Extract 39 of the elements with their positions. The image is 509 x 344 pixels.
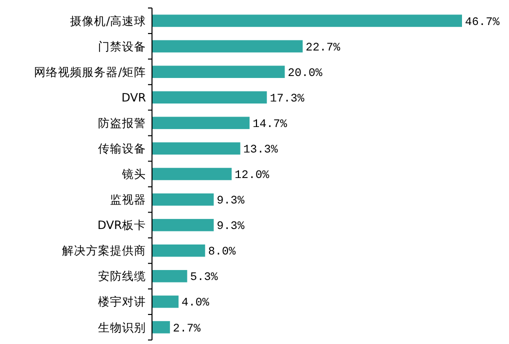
bar xyxy=(152,168,232,180)
data-label: 22.7% xyxy=(306,41,340,54)
data-label: 2.7% xyxy=(172,322,201,336)
y-tick-label: 传输设备 xyxy=(98,141,146,156)
y-tick-label: 摄像机/高速球 xyxy=(70,14,146,28)
data-label: 9.3% xyxy=(216,220,244,234)
bar xyxy=(152,193,214,206)
y-tick-label: 解决方案提供商 xyxy=(62,244,146,258)
data-label: 46.7% xyxy=(465,16,500,29)
bar xyxy=(152,270,188,282)
y-tick-label: 网络视频服务器/矩阵 xyxy=(34,64,146,79)
y-tick-label: DVR板卡 xyxy=(97,218,146,232)
bar xyxy=(152,91,267,104)
bar xyxy=(152,244,206,257)
data-label: 5.3% xyxy=(190,271,218,284)
data-label: 4.0% xyxy=(182,296,210,310)
y-tick-label: DVR xyxy=(121,90,146,104)
data-label: 14.7% xyxy=(252,118,288,131)
bar xyxy=(152,14,462,27)
y-tick-label: 安防线缆 xyxy=(98,269,146,284)
bar xyxy=(152,296,179,308)
y-tick-label: 楼宇对讲 xyxy=(98,294,146,309)
y-tick-label: 防盗报警 xyxy=(98,116,146,130)
y-tick-label: 生物识别 xyxy=(98,320,146,334)
bar xyxy=(152,321,170,334)
data-label: 9.3% xyxy=(216,194,244,208)
data-label: 12.0% xyxy=(234,169,270,182)
data-label: 8.0% xyxy=(208,246,236,259)
bar xyxy=(152,40,303,52)
data-label: 17.3% xyxy=(270,92,304,106)
data-label: 20.0% xyxy=(288,66,322,80)
data-label: 13.3% xyxy=(243,143,278,156)
bar xyxy=(152,66,285,78)
bar xyxy=(152,116,250,130)
bar xyxy=(152,218,214,232)
bar xyxy=(152,142,240,155)
y-tick-label: 门禁设备 xyxy=(98,39,146,54)
y-tick-label: 监视器 xyxy=(110,192,146,207)
y-tick-label: 镜头 xyxy=(121,167,146,182)
